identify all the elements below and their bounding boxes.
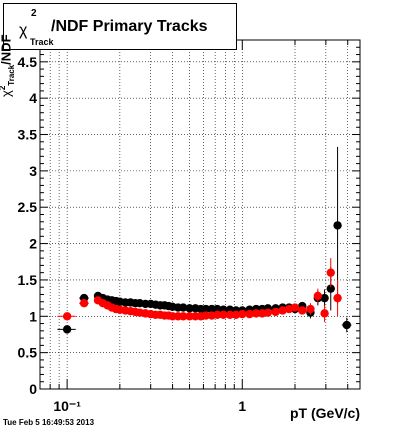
data-point <box>290 303 300 312</box>
data-point <box>298 306 307 315</box>
y-tick-label: 2.5 <box>18 199 38 215</box>
data-point <box>79 299 89 308</box>
data-point <box>251 309 261 318</box>
timestamp: Tue Feb 5 16:49:53 2013 <box>3 418 95 427</box>
y-tick-label: 3 <box>29 163 37 179</box>
series-red <box>57 258 342 323</box>
title-chi: χ <box>19 22 28 39</box>
title-box: χ 2 Track /NDF Primary Tracks <box>3 3 237 50</box>
data-point <box>238 309 247 319</box>
data-point <box>179 303 188 312</box>
y-axis-label-rest: /NDF <box>0 34 14 65</box>
title-superscript: 2 <box>31 8 37 19</box>
data-point <box>185 304 194 313</box>
grid <box>40 40 360 389</box>
x-tick-label: 10⁻¹ <box>53 398 81 414</box>
data-point <box>179 312 188 321</box>
x-tick-label: 1 <box>238 398 246 414</box>
data-point <box>185 312 194 321</box>
data-point <box>326 284 335 293</box>
data-point <box>320 309 329 318</box>
title-subscript: Track <box>30 37 54 47</box>
data-point <box>201 311 211 320</box>
data-point <box>263 308 273 317</box>
data-point <box>245 309 254 319</box>
y-tick-label: 4 <box>29 90 37 106</box>
data-point <box>306 304 315 314</box>
y-tick-label: 4.5 <box>18 54 38 70</box>
y-tick-label: 1 <box>29 308 37 324</box>
data-point <box>326 268 335 277</box>
data-point <box>342 320 351 330</box>
data-point <box>231 310 241 320</box>
y-axis-ticks: 0 0.5 1 1.5 2 2.5 3 3.5 4 4.5 <box>18 39 360 397</box>
data-point <box>320 293 329 303</box>
data-point <box>225 310 235 320</box>
y-tick-label: 0.5 <box>18 345 38 361</box>
data-point <box>313 291 323 301</box>
y-axis-label-chi: χ <box>0 90 13 97</box>
chart-title: /NDF Primary Tracks <box>51 18 208 35</box>
data-point <box>201 304 211 314</box>
y-axis-label-sup: 2 <box>0 86 7 90</box>
data-point <box>213 304 222 314</box>
data-point <box>333 293 342 303</box>
data-point <box>219 310 228 320</box>
data-point <box>333 221 342 230</box>
y-tick-label: 1.5 <box>18 272 38 288</box>
plot-frame <box>39 39 361 390</box>
y-axis-label-sub: Track <box>6 64 16 86</box>
data-point <box>278 306 287 315</box>
x-axis-label: pT (GeV/c) <box>290 405 361 421</box>
y-tick-label: 2 <box>29 236 37 252</box>
data-point <box>62 312 72 321</box>
data-point <box>62 325 72 334</box>
data-point <box>213 310 222 320</box>
y-tick-label: 3.5 <box>18 127 38 143</box>
data-point <box>271 307 280 317</box>
data-series <box>57 146 352 334</box>
y-tick-label: 0 <box>29 381 37 397</box>
